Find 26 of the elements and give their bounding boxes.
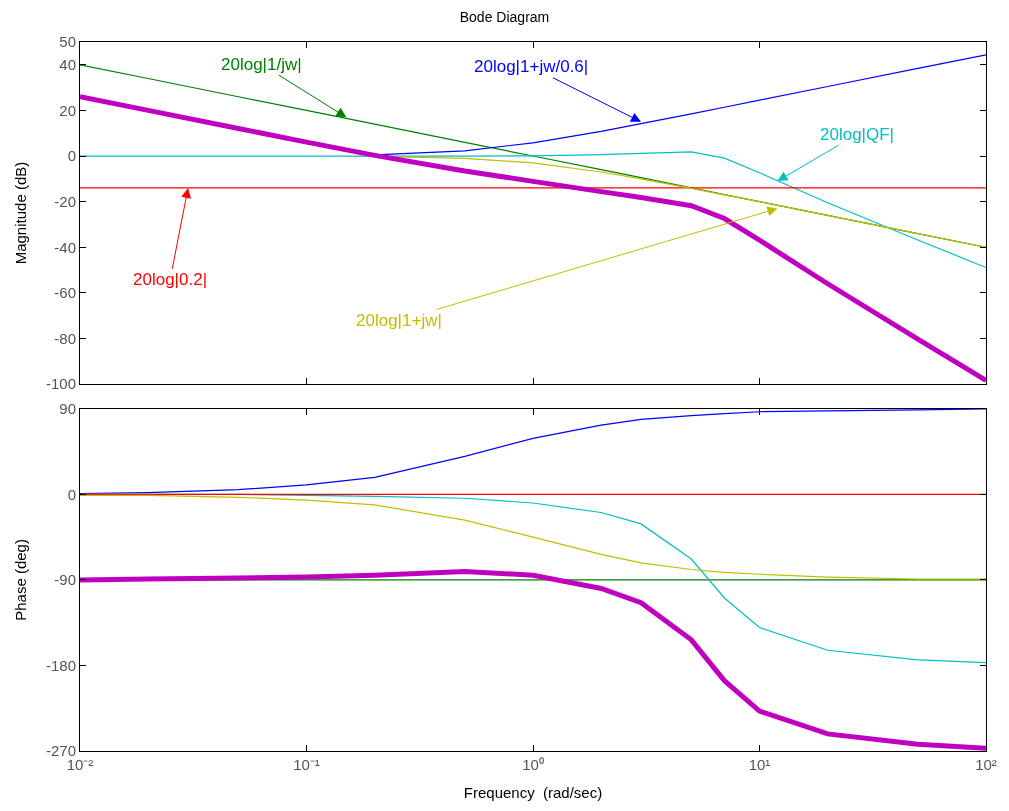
y-tick-label: 50 <box>59 33 76 51</box>
y-tick-label: 20 <box>59 101 76 119</box>
annotation: 20log|1/jw| <box>221 55 302 74</box>
x-tick-label: 10⁰ <box>522 756 544 773</box>
y-tick-label: -90 <box>54 571 76 589</box>
x-tick-label: 10⁻¹ <box>293 756 320 773</box>
y-axis-title: Magnitude (dB) <box>12 161 30 265</box>
y-tick-label: 90 <box>59 400 76 418</box>
annotation: 20log|0.2| <box>133 270 208 289</box>
y-axis-title: Phase (deg) <box>12 539 30 621</box>
y-tick-label: 0 <box>67 485 76 503</box>
y-tick-label: -80 <box>54 329 76 347</box>
y-tick-label: 40 <box>59 56 76 74</box>
annotation: 20log|1+jw| <box>356 311 442 330</box>
chart-title: Bode Diagram <box>459 8 550 25</box>
y-tick-label: -180 <box>45 656 76 674</box>
x-tick-label: 10² <box>975 756 997 773</box>
x-axis-title: Frequency (rad/sec) <box>463 784 603 801</box>
annotation: 20log|1+jw/0.6| <box>474 57 589 76</box>
y-tick-label: -40 <box>54 238 76 256</box>
annotation: 20log|QF| <box>820 125 895 144</box>
y-tick-label: -100 <box>45 375 76 393</box>
y-tick-label: -20 <box>54 192 76 210</box>
x-tick-label: 10¹ <box>748 756 771 773</box>
y-tick-label: 0 <box>67 147 76 165</box>
y-tick-label: -60 <box>54 284 76 302</box>
